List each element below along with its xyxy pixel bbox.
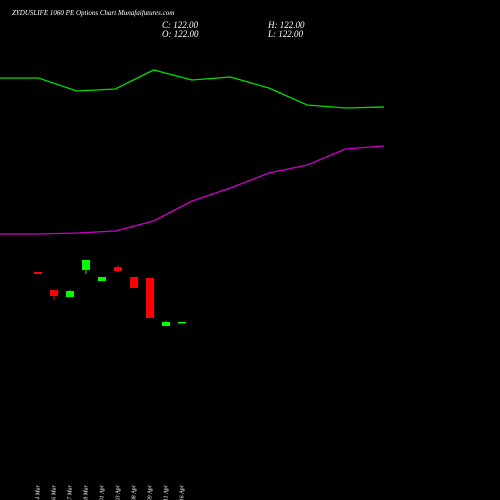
x-tick-label: 16 Apr	[179, 484, 185, 500]
open-label: O: 122.00	[162, 29, 199, 39]
line	[0, 69, 385, 109]
x-tick-label: 09 Apr	[147, 484, 153, 500]
x-tick-label: 24 Mar	[34, 484, 41, 500]
x-tick-label: 01 Apr	[99, 484, 105, 500]
x-tick-label: 26 Mar	[51, 484, 57, 500]
candle-body	[130, 277, 138, 288]
x-tick-label: 11 Apr	[163, 484, 169, 500]
high-label: H: 122.00	[267, 20, 305, 30]
candle-body	[34, 272, 42, 274]
x-tick-label: 03 Apr	[115, 484, 121, 500]
candle-body	[50, 290, 58, 296]
line	[0, 145, 385, 235]
chart-title: ZYDUSLIFE 1060 PE Options Chart Munafaif…	[12, 9, 174, 17]
x-tick-label: 08 Apr	[131, 484, 137, 500]
x-tick-label: 27 Mar	[67, 484, 73, 500]
candle-body	[162, 322, 170, 326]
candle-body	[66, 291, 74, 297]
close-label: C: 122.00	[162, 20, 199, 30]
candle-body	[98, 277, 106, 281]
low-label: L: 122.00	[267, 29, 304, 39]
candle-body	[114, 267, 122, 271]
candle-body	[146, 278, 154, 318]
candle-body	[178, 322, 186, 324]
x-tick-label: 28 Mar	[83, 484, 89, 500]
candle-body	[82, 260, 90, 270]
